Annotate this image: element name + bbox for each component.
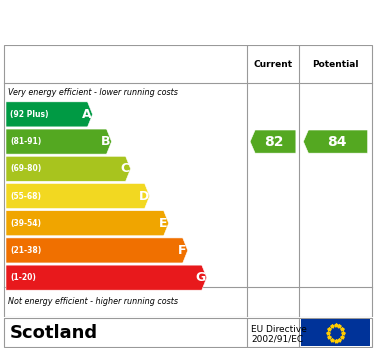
Text: F: F [178, 244, 187, 257]
Text: EU Directive: EU Directive [251, 325, 307, 334]
Polygon shape [303, 130, 368, 153]
Text: Scotland: Scotland [10, 324, 98, 342]
Text: 2002/91/EC: 2002/91/EC [251, 334, 303, 343]
Text: 82: 82 [264, 135, 284, 149]
Text: 84: 84 [327, 135, 346, 149]
Bar [301, 319, 370, 346]
Text: G: G [196, 271, 206, 284]
Text: Very energy efficient - lower running costs: Very energy efficient - lower running co… [8, 88, 178, 97]
Text: B: B [101, 135, 111, 148]
Text: Energy Efficiency Rating: Energy Efficiency Rating [11, 13, 280, 32]
Text: A: A [82, 108, 91, 121]
Text: Potential: Potential [312, 60, 359, 69]
Text: D: D [138, 190, 149, 203]
Text: Current: Current [253, 60, 293, 69]
Text: C: C [120, 162, 130, 175]
Text: Not energy efficient - higher running costs: Not energy efficient - higher running co… [8, 296, 178, 306]
Polygon shape [6, 156, 130, 181]
Text: (55-68): (55-68) [10, 191, 41, 200]
Polygon shape [6, 211, 169, 236]
Text: (81-91): (81-91) [10, 137, 41, 146]
Polygon shape [6, 238, 188, 263]
Text: (39-54): (39-54) [10, 219, 41, 228]
Text: (92 Plus): (92 Plus) [10, 110, 49, 119]
Text: E: E [159, 217, 168, 230]
Text: (21-38): (21-38) [10, 246, 41, 255]
Polygon shape [6, 129, 112, 154]
Polygon shape [6, 183, 150, 208]
Polygon shape [6, 102, 92, 127]
Polygon shape [250, 130, 296, 153]
Polygon shape [6, 265, 207, 290]
Text: (1-20): (1-20) [10, 273, 36, 282]
Text: (69-80): (69-80) [10, 164, 41, 173]
